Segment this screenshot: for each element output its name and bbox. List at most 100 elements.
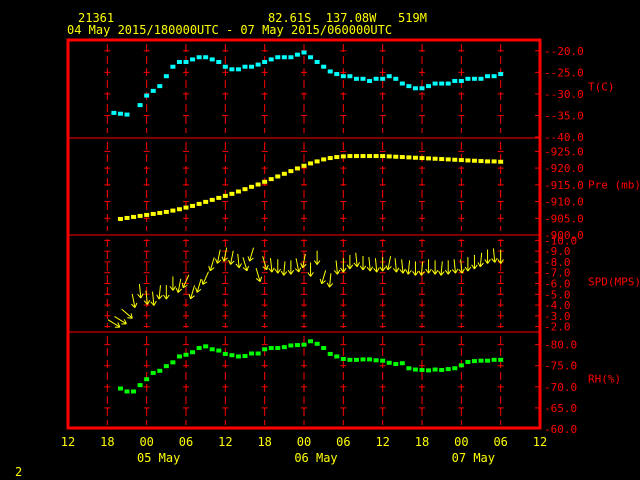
data-point bbox=[150, 370, 156, 375]
x-tick-label: 12 bbox=[218, 435, 232, 449]
data-point bbox=[321, 346, 327, 351]
data-point bbox=[216, 59, 222, 64]
data-point bbox=[465, 76, 471, 81]
y-tick-label: -4.0 bbox=[544, 299, 571, 312]
wind-arrow bbox=[497, 249, 504, 264]
data-point bbox=[426, 368, 432, 373]
data-point bbox=[478, 76, 484, 81]
wind-arrow bbox=[175, 278, 182, 293]
wind-arrow bbox=[280, 261, 288, 276]
data-point bbox=[262, 347, 268, 352]
data-point bbox=[176, 207, 182, 212]
wind-arrow bbox=[287, 260, 295, 275]
data-point bbox=[203, 199, 209, 204]
data-point bbox=[249, 184, 255, 189]
wind-arrow bbox=[484, 249, 491, 264]
y-tick-label: -915.0 bbox=[544, 179, 584, 192]
data-point bbox=[478, 159, 484, 164]
data-point bbox=[491, 74, 497, 79]
data-point bbox=[209, 197, 215, 202]
data-point bbox=[399, 361, 405, 366]
data-point bbox=[412, 367, 418, 372]
y-tick-label: -9.0 bbox=[544, 245, 571, 258]
wind-arrow bbox=[319, 270, 327, 285]
data-point bbox=[124, 112, 130, 117]
data-point bbox=[137, 213, 143, 218]
data-point bbox=[439, 157, 445, 162]
y-tick-label: -60.0 bbox=[544, 423, 577, 436]
data-point bbox=[255, 182, 261, 187]
data-point bbox=[432, 81, 438, 86]
wind-arrow bbox=[228, 250, 235, 265]
data-point bbox=[432, 367, 438, 372]
y-tick-label: -5.0 bbox=[544, 288, 571, 301]
data-point bbox=[334, 72, 340, 77]
data-point bbox=[111, 110, 117, 115]
wind-arrow bbox=[114, 316, 127, 325]
wind-arrow bbox=[137, 284, 144, 299]
data-point bbox=[308, 55, 314, 60]
data-point bbox=[360, 154, 366, 159]
wind-arrow bbox=[143, 290, 151, 305]
data-point bbox=[163, 74, 169, 79]
data-point bbox=[386, 360, 392, 365]
wind-arrow bbox=[444, 260, 452, 275]
data-point bbox=[393, 154, 399, 159]
data-point bbox=[367, 78, 373, 83]
y-tick-label: -75.0 bbox=[544, 360, 577, 373]
x-tick-label: 00 bbox=[454, 435, 468, 449]
wind-arrow bbox=[458, 259, 465, 274]
data-point bbox=[308, 161, 314, 166]
data-point bbox=[124, 389, 130, 394]
data-point bbox=[294, 343, 300, 348]
data-point bbox=[209, 57, 215, 62]
data-point bbox=[163, 209, 169, 214]
wind-arrow bbox=[300, 253, 307, 269]
data-point bbox=[419, 367, 425, 372]
data-point bbox=[268, 177, 274, 182]
x-tick-label: 00 bbox=[297, 435, 311, 449]
data-point bbox=[426, 156, 432, 161]
data-point bbox=[406, 366, 412, 371]
wind-arrow bbox=[418, 261, 425, 276]
x-tick-label: 06 bbox=[179, 435, 193, 449]
y-tick-label: -910.0 bbox=[544, 196, 584, 209]
wind-arrow bbox=[491, 248, 498, 263]
data-point bbox=[190, 350, 196, 355]
data-point bbox=[117, 386, 123, 391]
chart-frame bbox=[66, 38, 542, 430]
panel-label: T(C) bbox=[588, 80, 615, 93]
wind-arrow bbox=[346, 254, 354, 270]
y-tick-label: -65.0 bbox=[544, 402, 577, 415]
data-point bbox=[458, 363, 464, 368]
data-point bbox=[150, 88, 156, 93]
data-point bbox=[275, 55, 281, 60]
data-point bbox=[183, 59, 189, 64]
wind-arrow bbox=[201, 271, 209, 285]
data-point bbox=[268, 346, 274, 351]
data-point bbox=[445, 157, 451, 162]
wind-arrow bbox=[340, 258, 347, 273]
wind-arrow bbox=[150, 291, 157, 306]
data-point bbox=[491, 357, 497, 362]
wind-arrow bbox=[412, 261, 419, 276]
data-point bbox=[203, 55, 209, 60]
panel-label: SPD(MPS) bbox=[588, 275, 640, 288]
wind-arrow bbox=[221, 247, 228, 262]
data-point bbox=[458, 158, 464, 163]
wind-arrow bbox=[464, 257, 472, 272]
data-point bbox=[452, 366, 458, 371]
data-point bbox=[262, 59, 268, 64]
data-point bbox=[386, 154, 392, 159]
data-point bbox=[314, 159, 320, 164]
data-point bbox=[229, 67, 235, 72]
data-point bbox=[471, 76, 477, 81]
y-tick-label: --40.0 bbox=[544, 131, 584, 144]
wind-arrow bbox=[431, 260, 439, 275]
data-point bbox=[399, 155, 405, 160]
data-point bbox=[445, 367, 451, 372]
panel-label: Pre (mb) bbox=[588, 178, 640, 191]
data-point bbox=[471, 359, 477, 364]
data-point bbox=[393, 362, 399, 367]
